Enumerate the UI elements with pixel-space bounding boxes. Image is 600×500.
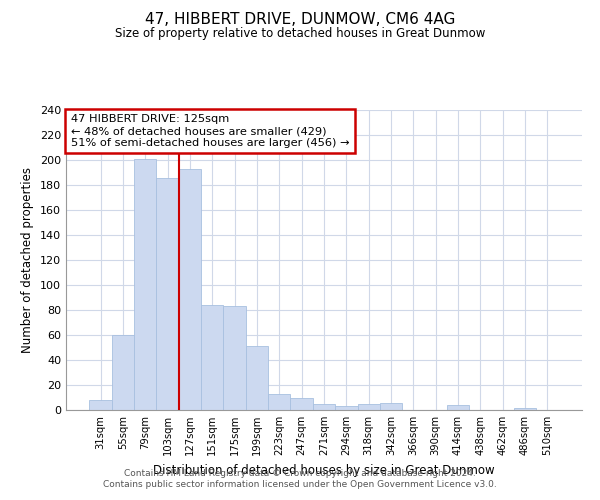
Bar (157, 178, 179, 410)
Y-axis label: Number of detached properties: Number of detached properties (22, 167, 34, 353)
Bar (112, 335, 134, 410)
X-axis label: Distribution of detached houses by size in Great Dunmow: Distribution of detached houses by size … (153, 464, 495, 476)
Text: Contains public sector information licensed under the Open Government Licence v3: Contains public sector information licen… (103, 480, 497, 489)
Bar (290, 398, 313, 410)
Bar (335, 406, 358, 410)
Bar (268, 394, 290, 410)
Text: Size of property relative to detached houses in Great Dunmow: Size of property relative to detached ho… (115, 28, 485, 40)
Bar (358, 404, 380, 410)
Bar (223, 306, 246, 410)
Bar (134, 159, 157, 410)
Bar (380, 402, 402, 410)
Bar (447, 405, 469, 410)
Bar (201, 305, 223, 410)
Text: 47 HIBBERT DRIVE: 125sqm
← 48% of detached houses are smaller (429)
51% of semi-: 47 HIBBERT DRIVE: 125sqm ← 48% of detach… (71, 114, 350, 148)
Text: 47, HIBBERT DRIVE, DUNMOW, CM6 4AG: 47, HIBBERT DRIVE, DUNMOW, CM6 4AG (145, 12, 455, 28)
Text: Contains HM Land Registry data © Crown copyright and database right 2024.: Contains HM Land Registry data © Crown c… (124, 468, 476, 477)
Bar (514, 408, 536, 410)
Bar (89, 400, 112, 410)
Bar (313, 404, 335, 410)
Bar (179, 169, 201, 410)
Bar (246, 346, 268, 410)
